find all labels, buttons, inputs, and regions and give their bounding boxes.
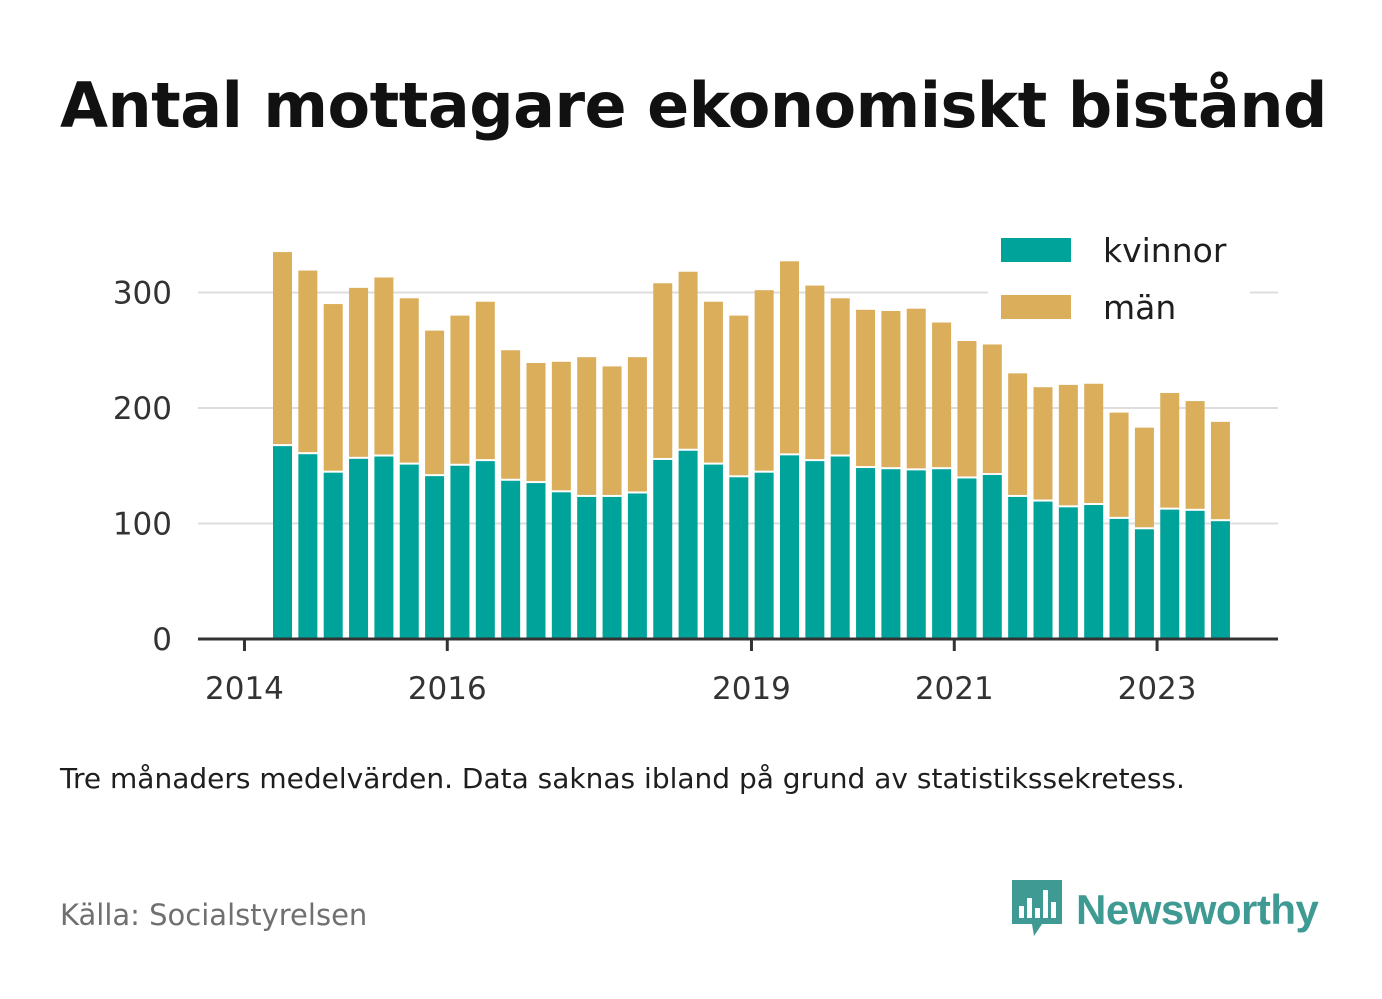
brand: Newsworthy <box>1010 878 1319 942</box>
bar-man <box>678 271 698 449</box>
bar-man <box>1084 383 1104 504</box>
bar-man <box>881 310 901 468</box>
bar-man <box>754 290 774 471</box>
bar-kvinnor <box>602 496 622 639</box>
bar-kvinnor <box>399 464 419 639</box>
bar-man <box>399 298 419 463</box>
bar-man <box>805 285 825 460</box>
chart-subtitle: Tre månaders medelvärden. Data saknas ib… <box>60 762 1185 795</box>
bar-man <box>1008 373 1028 495</box>
y-tick-label: 0 <box>152 622 172 658</box>
newsworthy-logo-icon <box>1010 878 1064 942</box>
bar-kvinnor <box>374 456 394 639</box>
bar-kvinnor <box>1210 521 1230 639</box>
bar-man <box>298 270 318 453</box>
bar-man <box>450 315 470 464</box>
brand-name: Newsworthy <box>1076 886 1319 933</box>
bar-kvinnor <box>1160 509 1180 639</box>
bar-man <box>932 322 952 468</box>
bar-man <box>1185 401 1205 509</box>
y-tick-label: 300 <box>113 276 172 312</box>
y-tick-label: 100 <box>113 507 172 543</box>
bar-man <box>653 283 673 458</box>
bar-kvinnor <box>906 470 926 639</box>
bar-kvinnor <box>780 455 799 639</box>
source-note: Källa: Socialstyrelsen <box>60 898 368 932</box>
stacked-bar-chart: 0 100 200 300 2014 2016 2019 2021 2023 kvinnor mä… <box>112 228 1278 707</box>
bar-man <box>475 301 495 460</box>
chart-title: Antal mottagare ekonomiskt bistånd <box>60 69 1327 142</box>
bar-man <box>830 298 850 455</box>
bar-kvinnor <box>957 478 977 639</box>
bar-kvinnor <box>1109 518 1129 639</box>
bars <box>273 252 1230 639</box>
bar-man <box>273 252 292 445</box>
bar-man <box>602 366 622 495</box>
bar-man <box>349 287 369 457</box>
bar-kvinnor <box>349 458 369 639</box>
x-tick-label: 2021 <box>915 671 994 707</box>
bar-kvinnor <box>501 480 521 639</box>
bar-man <box>1109 412 1129 517</box>
bar-kvinnor <box>881 469 901 639</box>
bar-man <box>425 330 445 475</box>
bar-kvinnor <box>754 472 774 639</box>
bar-kvinnor <box>475 461 495 639</box>
bar-man <box>323 304 343 471</box>
bar-kvinnor <box>1008 496 1028 639</box>
bar-man <box>501 350 521 479</box>
bar-kvinnor <box>678 450 698 639</box>
bar-man <box>906 308 926 469</box>
bar-kvinnor <box>703 464 723 639</box>
legend-swatch-man <box>1001 295 1071 319</box>
bar-man <box>374 277 394 455</box>
bar-man <box>551 361 571 491</box>
bar-kvinnor <box>830 456 850 639</box>
bar-kvinnor <box>298 454 318 639</box>
x-tick-label: 2016 <box>408 671 487 707</box>
bar-kvinnor <box>1134 529 1154 639</box>
bar-kvinnor <box>323 472 343 639</box>
bar-kvinnor <box>1185 510 1205 639</box>
bar-man <box>627 357 647 492</box>
bar-kvinnor <box>653 459 673 639</box>
x-tick-label: 2023 <box>1118 671 1197 707</box>
bar-man <box>957 341 977 477</box>
bar-kvinnor <box>273 446 292 639</box>
bar-kvinnor <box>932 469 952 639</box>
axes: 0 100 200 300 2014 2016 2019 2021 2023 <box>113 276 1278 707</box>
x-tick-label: 2019 <box>712 671 791 707</box>
bar-man <box>1134 427 1154 528</box>
legend-swatch-kvinnor <box>1001 238 1071 262</box>
bar-kvinnor <box>526 483 546 639</box>
legend-label: män <box>1103 288 1176 327</box>
x-tick-label: 2014 <box>205 671 284 707</box>
bar-man <box>780 261 799 454</box>
bar-kvinnor <box>551 492 571 639</box>
legend-label: kvinnor <box>1103 231 1227 270</box>
bar-kvinnor <box>1084 505 1104 639</box>
bar-man <box>982 344 1002 473</box>
bar-kvinnor <box>425 476 445 639</box>
bar-man <box>1210 421 1230 520</box>
bar-man <box>577 357 597 495</box>
bar-man <box>703 301 723 463</box>
bar-kvinnor <box>450 465 470 639</box>
bar-kvinnor <box>1033 501 1053 639</box>
bar-man <box>856 309 876 467</box>
legend: kvinnor män <box>988 228 1250 338</box>
bar-kvinnor <box>577 496 597 639</box>
y-tick-label: 200 <box>113 391 172 427</box>
bar-kvinnor <box>627 493 647 639</box>
bar-man <box>1160 392 1180 508</box>
bar-kvinnor <box>982 474 1002 639</box>
bar-kvinnor <box>805 461 825 639</box>
bar-kvinnor <box>729 477 749 639</box>
bar-kvinnor <box>1058 507 1078 639</box>
bar-man <box>1058 384 1078 506</box>
bar-man <box>1033 387 1053 500</box>
bar-man <box>526 362 546 482</box>
bar-man <box>729 315 749 476</box>
bar-kvinnor <box>856 468 876 639</box>
